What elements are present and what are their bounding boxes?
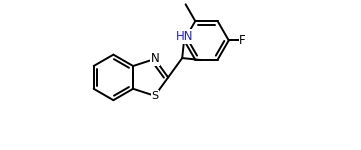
Text: N: N — [151, 52, 159, 65]
Text: F: F — [239, 34, 246, 47]
Text: S: S — [151, 91, 158, 101]
Text: HN: HN — [176, 30, 193, 43]
